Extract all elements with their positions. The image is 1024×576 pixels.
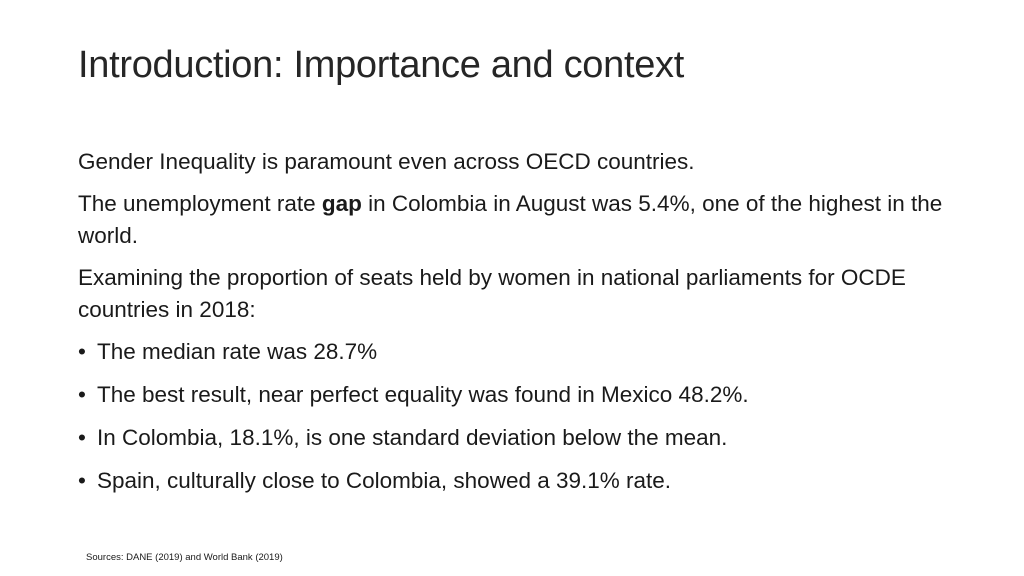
- bullet-item-mexico: • The best result, near perfect equality…: [78, 379, 958, 411]
- paragraph-parliaments: Examining the proportion of seats held b…: [78, 265, 906, 322]
- bullet-item-spain: • Spain, culturally close to Colombia, s…: [78, 465, 958, 497]
- bullet-dot-icon: •: [78, 382, 86, 407]
- paragraph-oecd: Gender Inequality is paramount even acro…: [78, 149, 695, 174]
- bullet-item-colombia: • In Colombia, 18.1%, is one standard de…: [78, 422, 958, 454]
- bullet-text: The median rate was 28.7%: [97, 339, 378, 364]
- paragraph-unemployment-end: in Colombia in August was 5.4%, one of t…: [78, 191, 943, 248]
- bullet-text: In Colombia, 18.1%, is one standard devi…: [97, 425, 728, 450]
- bullet-dot-icon: •: [78, 468, 86, 493]
- bullet-text: Spain, culturally close to Colombia, sho…: [97, 468, 672, 493]
- paragraph-unemployment-start: The unemployment rate: [78, 191, 322, 216]
- bullet-dot-icon: •: [78, 339, 86, 364]
- paragraph-unemployment-bold: gap: [321, 191, 362, 216]
- slide-body: Gender Inequality is paramount even acro…: [78, 146, 958, 508]
- bullet-list: • The median rate was 28.7% • The best r…: [78, 336, 958, 497]
- bullet-text: The best result, near perfect equality w…: [97, 382, 749, 407]
- slide-title: Introduction: Importance and context: [78, 44, 685, 86]
- bullet-dot-icon: •: [78, 425, 86, 450]
- bullet-item-median: • The median rate was 28.7%: [78, 336, 958, 368]
- paragraph-unemployment: The unemployment rate gap in Colombia in…: [78, 188, 958, 252]
- sources-footnote: Sources: DANE (2019) and World Bank (201…: [86, 552, 283, 563]
